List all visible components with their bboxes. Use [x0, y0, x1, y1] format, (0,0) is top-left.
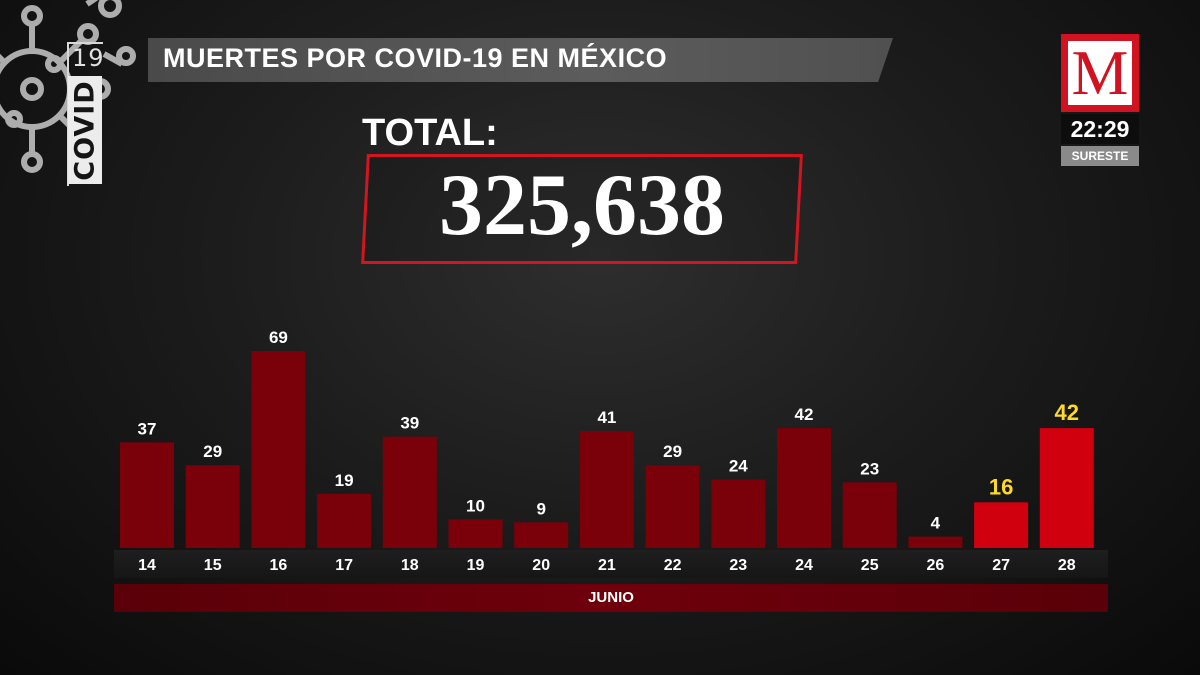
bar-17 [317, 493, 372, 548]
broadcast-region: SURESTE [1061, 146, 1139, 166]
data-label-15: 29 [203, 442, 222, 461]
x-tick-27: 27 [992, 557, 1010, 574]
data-label-21: 41 [597, 408, 616, 427]
x-tick-15: 15 [204, 557, 222, 574]
month-label: JUNIO [114, 584, 1108, 612]
data-label-16: 69 [269, 328, 288, 347]
chart-title: MUERTES POR COVID-19 EN MÉXICO [163, 43, 668, 73]
x-tick-21: 21 [598, 557, 616, 574]
covid-label: COVID [68, 76, 102, 184]
x-tick-14: 14 [138, 557, 156, 574]
bar-16 [251, 351, 306, 548]
channel-logo: M [1061, 34, 1139, 112]
x-tick-16: 16 [270, 557, 288, 574]
bar-15 [185, 465, 240, 548]
bar-18 [382, 436, 437, 548]
x-tick-22: 22 [664, 557, 682, 574]
title-bar [148, 38, 893, 82]
data-label-28: 42 [1055, 400, 1079, 425]
bar-23 [711, 479, 766, 548]
bar-14 [120, 442, 174, 548]
broadcast-clock: 22:29 [1061, 114, 1139, 144]
data-label-20: 9 [536, 499, 545, 518]
x-axis-strip [114, 550, 1108, 578]
data-label-17: 19 [335, 471, 354, 490]
x-tick-19: 19 [467, 557, 485, 574]
total-value: 325,638 [439, 157, 725, 254]
data-label-27: 16 [989, 474, 1013, 499]
bar-27 [974, 502, 1029, 548]
data-label-24: 42 [795, 405, 814, 424]
bar-28 [1039, 428, 1094, 548]
covid-number: 19 [72, 44, 105, 72]
x-tick-24: 24 [795, 557, 813, 574]
x-tick-18: 18 [401, 557, 419, 574]
x-tick-28: 28 [1058, 557, 1076, 574]
bar-22 [645, 465, 700, 548]
bar-21 [579, 430, 634, 548]
x-tick-20: 20 [532, 557, 550, 574]
logo-letter: M [1071, 37, 1129, 108]
data-label-18: 39 [400, 414, 419, 433]
x-tick-26: 26 [927, 557, 945, 574]
x-tick-25: 25 [861, 557, 879, 574]
data-label-25: 23 [860, 459, 879, 478]
data-label-23: 24 [729, 456, 748, 475]
bar-26 [908, 536, 963, 548]
total-label: TOTAL: [362, 112, 498, 154]
data-label-14: 37 [138, 419, 157, 438]
data-label-26: 4 [931, 514, 941, 533]
bar-19 [448, 519, 503, 548]
bar-24 [777, 428, 831, 548]
bar-25 [842, 482, 897, 548]
bar-20 [514, 522, 569, 548]
x-tick-23: 23 [729, 557, 747, 574]
data-label-22: 29 [663, 442, 682, 461]
x-tick-17: 17 [335, 557, 353, 574]
data-label-19: 10 [466, 496, 485, 515]
